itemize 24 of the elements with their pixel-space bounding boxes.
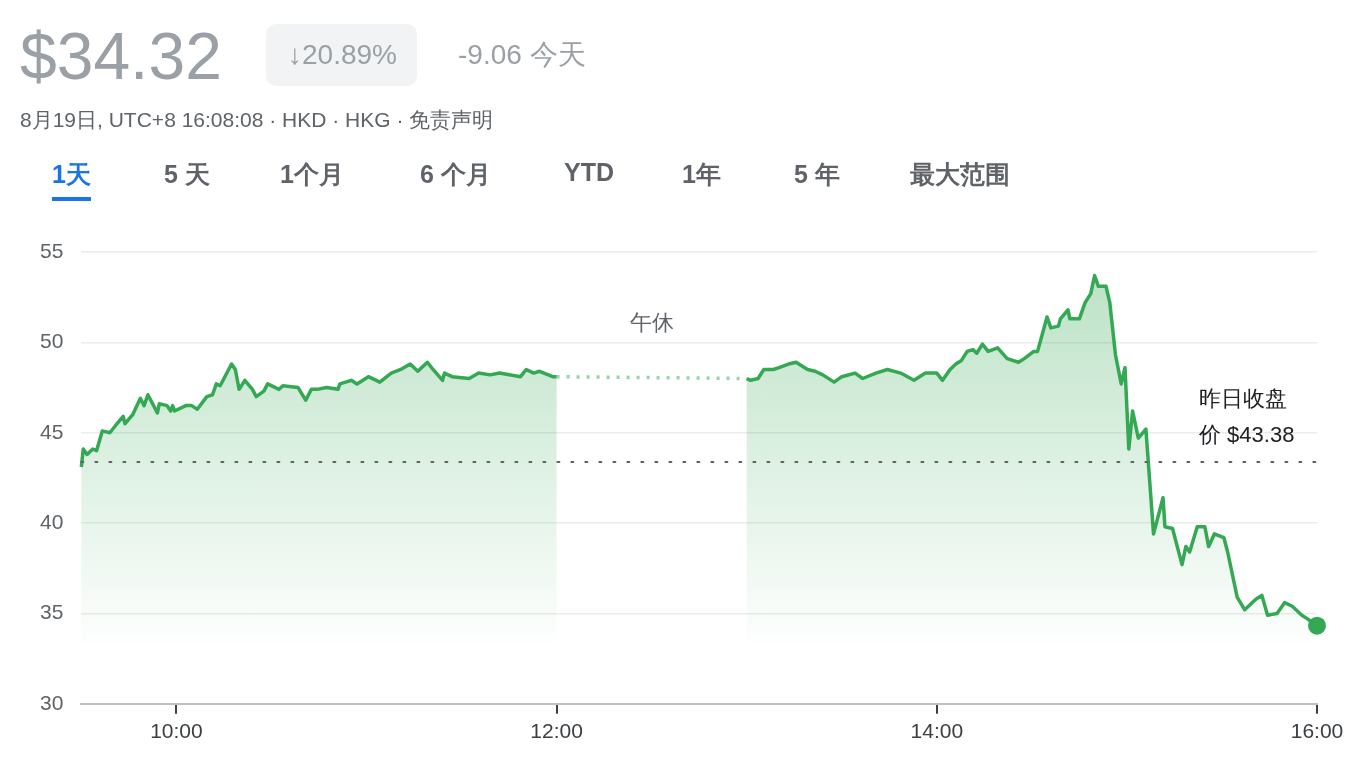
y-tick-label: 45 [40,419,64,443]
y-tick-label: 55 [40,238,64,262]
text: 1天 [52,158,91,201]
x-tick-label: 10:00 [150,719,203,743]
text: ↓20.89% [266,24,417,86]
ref-line-label: 昨日收盘价 $43.38 [1198,386,1295,447]
text: 6 个月 [420,159,491,190]
x-tick-label: 12:00 [530,719,583,743]
text: 1年 [682,159,721,190]
text: YTD [564,158,614,187]
text: 最大范围 [910,159,1010,190]
text: 5 年 [794,159,840,190]
text: -9.06 今天 [458,38,586,72]
annotation: 午休 [629,310,674,336]
y-tick-label: 50 [40,329,64,353]
y-tick-label: 40 [40,509,64,533]
text: 5 天 [164,159,210,190]
chart-title: $34.32 [20,18,222,94]
chart-subtitle: 8月19日, UTC+8 16:08:08 · HKD · HKG · 免责声明 [20,107,494,133]
text: 1个月 [280,159,344,190]
y-tick-label: 35 [40,600,64,624]
y-tick-label: 30 [40,690,64,714]
x-tick-label: 16:00 [1290,719,1344,743]
x-tick-label: 14:00 [910,719,964,743]
